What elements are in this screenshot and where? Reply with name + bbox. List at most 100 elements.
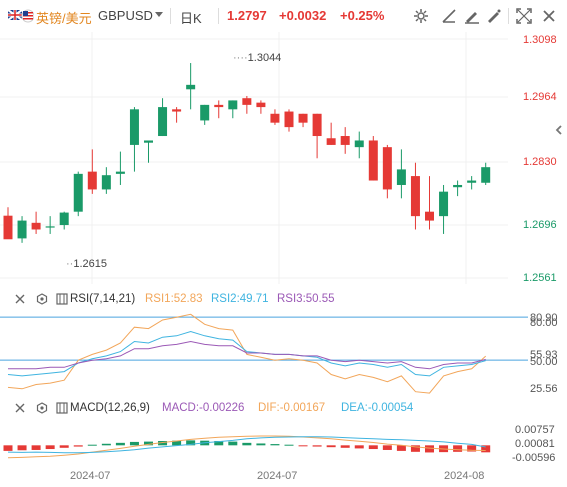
candle-body <box>115 171 125 174</box>
macd-bar <box>467 445 477 452</box>
candle-body <box>354 140 364 148</box>
macd-bar <box>242 442 252 446</box>
price-change-pct: +0.25% <box>340 8 385 23</box>
macd-bar <box>481 445 491 453</box>
macd-bar <box>17 445 27 451</box>
price-axis-label: 1.2696 <box>523 219 557 231</box>
macd-axis-label: -0.00596 <box>512 452 556 464</box>
collapse-icon[interactable] <box>553 124 565 136</box>
macd-bar <box>298 445 308 447</box>
macd-bar <box>326 445 336 448</box>
high-annotation: ····1.3044 <box>233 52 282 64</box>
indicator-icon[interactable] <box>56 293 68 305</box>
chart-settings-icon[interactable] <box>440 7 458 25</box>
high-value: 1.3044 <box>247 52 282 64</box>
rsi1-value: RSI1:52.83 <box>145 293 203 305</box>
macd-bar <box>382 445 392 450</box>
candle-body <box>200 104 210 121</box>
settings-icon[interactable] <box>36 402 48 414</box>
edit-icon[interactable] <box>485 7 503 25</box>
price-change: +0.0032 <box>279 8 327 23</box>
macd-bar <box>45 445 55 450</box>
candle-body <box>439 191 449 217</box>
rsi3-value: RSI3:50.55 <box>277 293 335 305</box>
candle-body <box>481 167 491 183</box>
candle-body <box>284 111 294 128</box>
rsi-axis-label: 80.90 <box>530 312 558 324</box>
macd-chart[interactable] <box>0 417 567 469</box>
expand-icon[interactable] <box>515 7 533 25</box>
price-axis-label: 1.2830 <box>523 156 557 168</box>
candle-body <box>228 100 238 110</box>
macd-axis-label: 0.00081 <box>515 438 555 450</box>
macd-bar <box>158 440 168 446</box>
candle-body <box>298 113 308 123</box>
last-price: 1.2797 <box>227 8 267 23</box>
dif-value: DIF:-0.00167 <box>258 402 326 414</box>
candle-body <box>17 220 27 239</box>
candle-body <box>31 222 41 230</box>
hide-icon[interactable] <box>14 402 26 414</box>
macd-bar <box>186 440 196 446</box>
macd-bar <box>340 445 350 448</box>
candle-body <box>144 140 153 143</box>
price-axis-label: 1.3098 <box>523 34 557 46</box>
rsi-axis-label: 25.56 <box>530 383 558 395</box>
settings-icon[interactable] <box>412 7 430 25</box>
dea-value: DEA:-0.00054 <box>341 402 414 414</box>
candlestick-chart[interactable] <box>0 32 567 284</box>
price-axis-label: 1.2561 <box>523 272 557 284</box>
candle-body <box>368 140 378 181</box>
hide-icon[interactable] <box>14 293 26 305</box>
macd-bar <box>59 445 69 448</box>
macd-bar <box>228 441 238 446</box>
low-value: 1.2615 <box>73 258 107 270</box>
macd-header: MACD(12,26,9) MACD:-0.00226 DIF:-0.00167… <box>0 399 567 417</box>
macd-bar <box>144 441 153 446</box>
candle-body <box>256 102 266 108</box>
pair-name: 英镑/美元 <box>36 11 92 26</box>
macd-bar <box>31 445 41 450</box>
timeframe-selector[interactable]: 日K <box>180 11 202 26</box>
candle-body <box>73 173 83 212</box>
indicator-icon[interactable] <box>56 402 68 414</box>
candle-body <box>270 113 280 123</box>
rsi-axis-label: 55.93 <box>530 349 558 361</box>
rsi-axis-label: 80.00 <box>530 317 558 329</box>
candle-body <box>3 215 13 240</box>
close-icon[interactable] <box>540 7 558 25</box>
rsi-chart[interactable] <box>0 308 567 398</box>
macd-axis-label: 0.00757 <box>515 424 555 436</box>
macd-bar <box>73 445 83 447</box>
macd-bar <box>115 442 125 446</box>
macd-bar <box>312 445 322 447</box>
macd-bar <box>425 445 434 453</box>
rsi2-value: RSI2:49.71 <box>211 293 269 305</box>
candle-body <box>158 107 168 137</box>
candle-body <box>382 147 392 190</box>
candle-body <box>59 212 69 226</box>
draw-icon[interactable] <box>463 7 481 25</box>
candle-body <box>87 171 97 190</box>
macd-bar <box>270 444 280 446</box>
macd-bar <box>101 443 111 446</box>
symbol-selector[interactable]: GBPUSD <box>98 8 153 23</box>
candle-body <box>467 180 477 183</box>
divider <box>218 8 219 24</box>
macd-bar <box>354 445 364 449</box>
rsi-name: RSI(7,14,21) <box>70 293 136 305</box>
chart-header: 英镑/美元 GBPUSD 日K 1.2797 +0.0032 +0.25% <box>0 0 567 32</box>
candle-body <box>326 138 336 145</box>
settings-icon[interactable] <box>36 293 48 305</box>
macd-bar <box>256 443 266 446</box>
candle-body <box>312 113 322 137</box>
candle-body <box>129 109 139 145</box>
rsi-axis-label: 50.00 <box>530 356 558 368</box>
macd-bar <box>284 444 294 446</box>
candle-body <box>186 84 196 90</box>
chevron-down-icon[interactable] <box>155 12 163 17</box>
macd-line-dea <box>7 436 486 454</box>
x-axis-label: 2024-07 <box>257 470 298 482</box>
candle-body <box>425 211 434 221</box>
macd-bar <box>410 445 420 452</box>
